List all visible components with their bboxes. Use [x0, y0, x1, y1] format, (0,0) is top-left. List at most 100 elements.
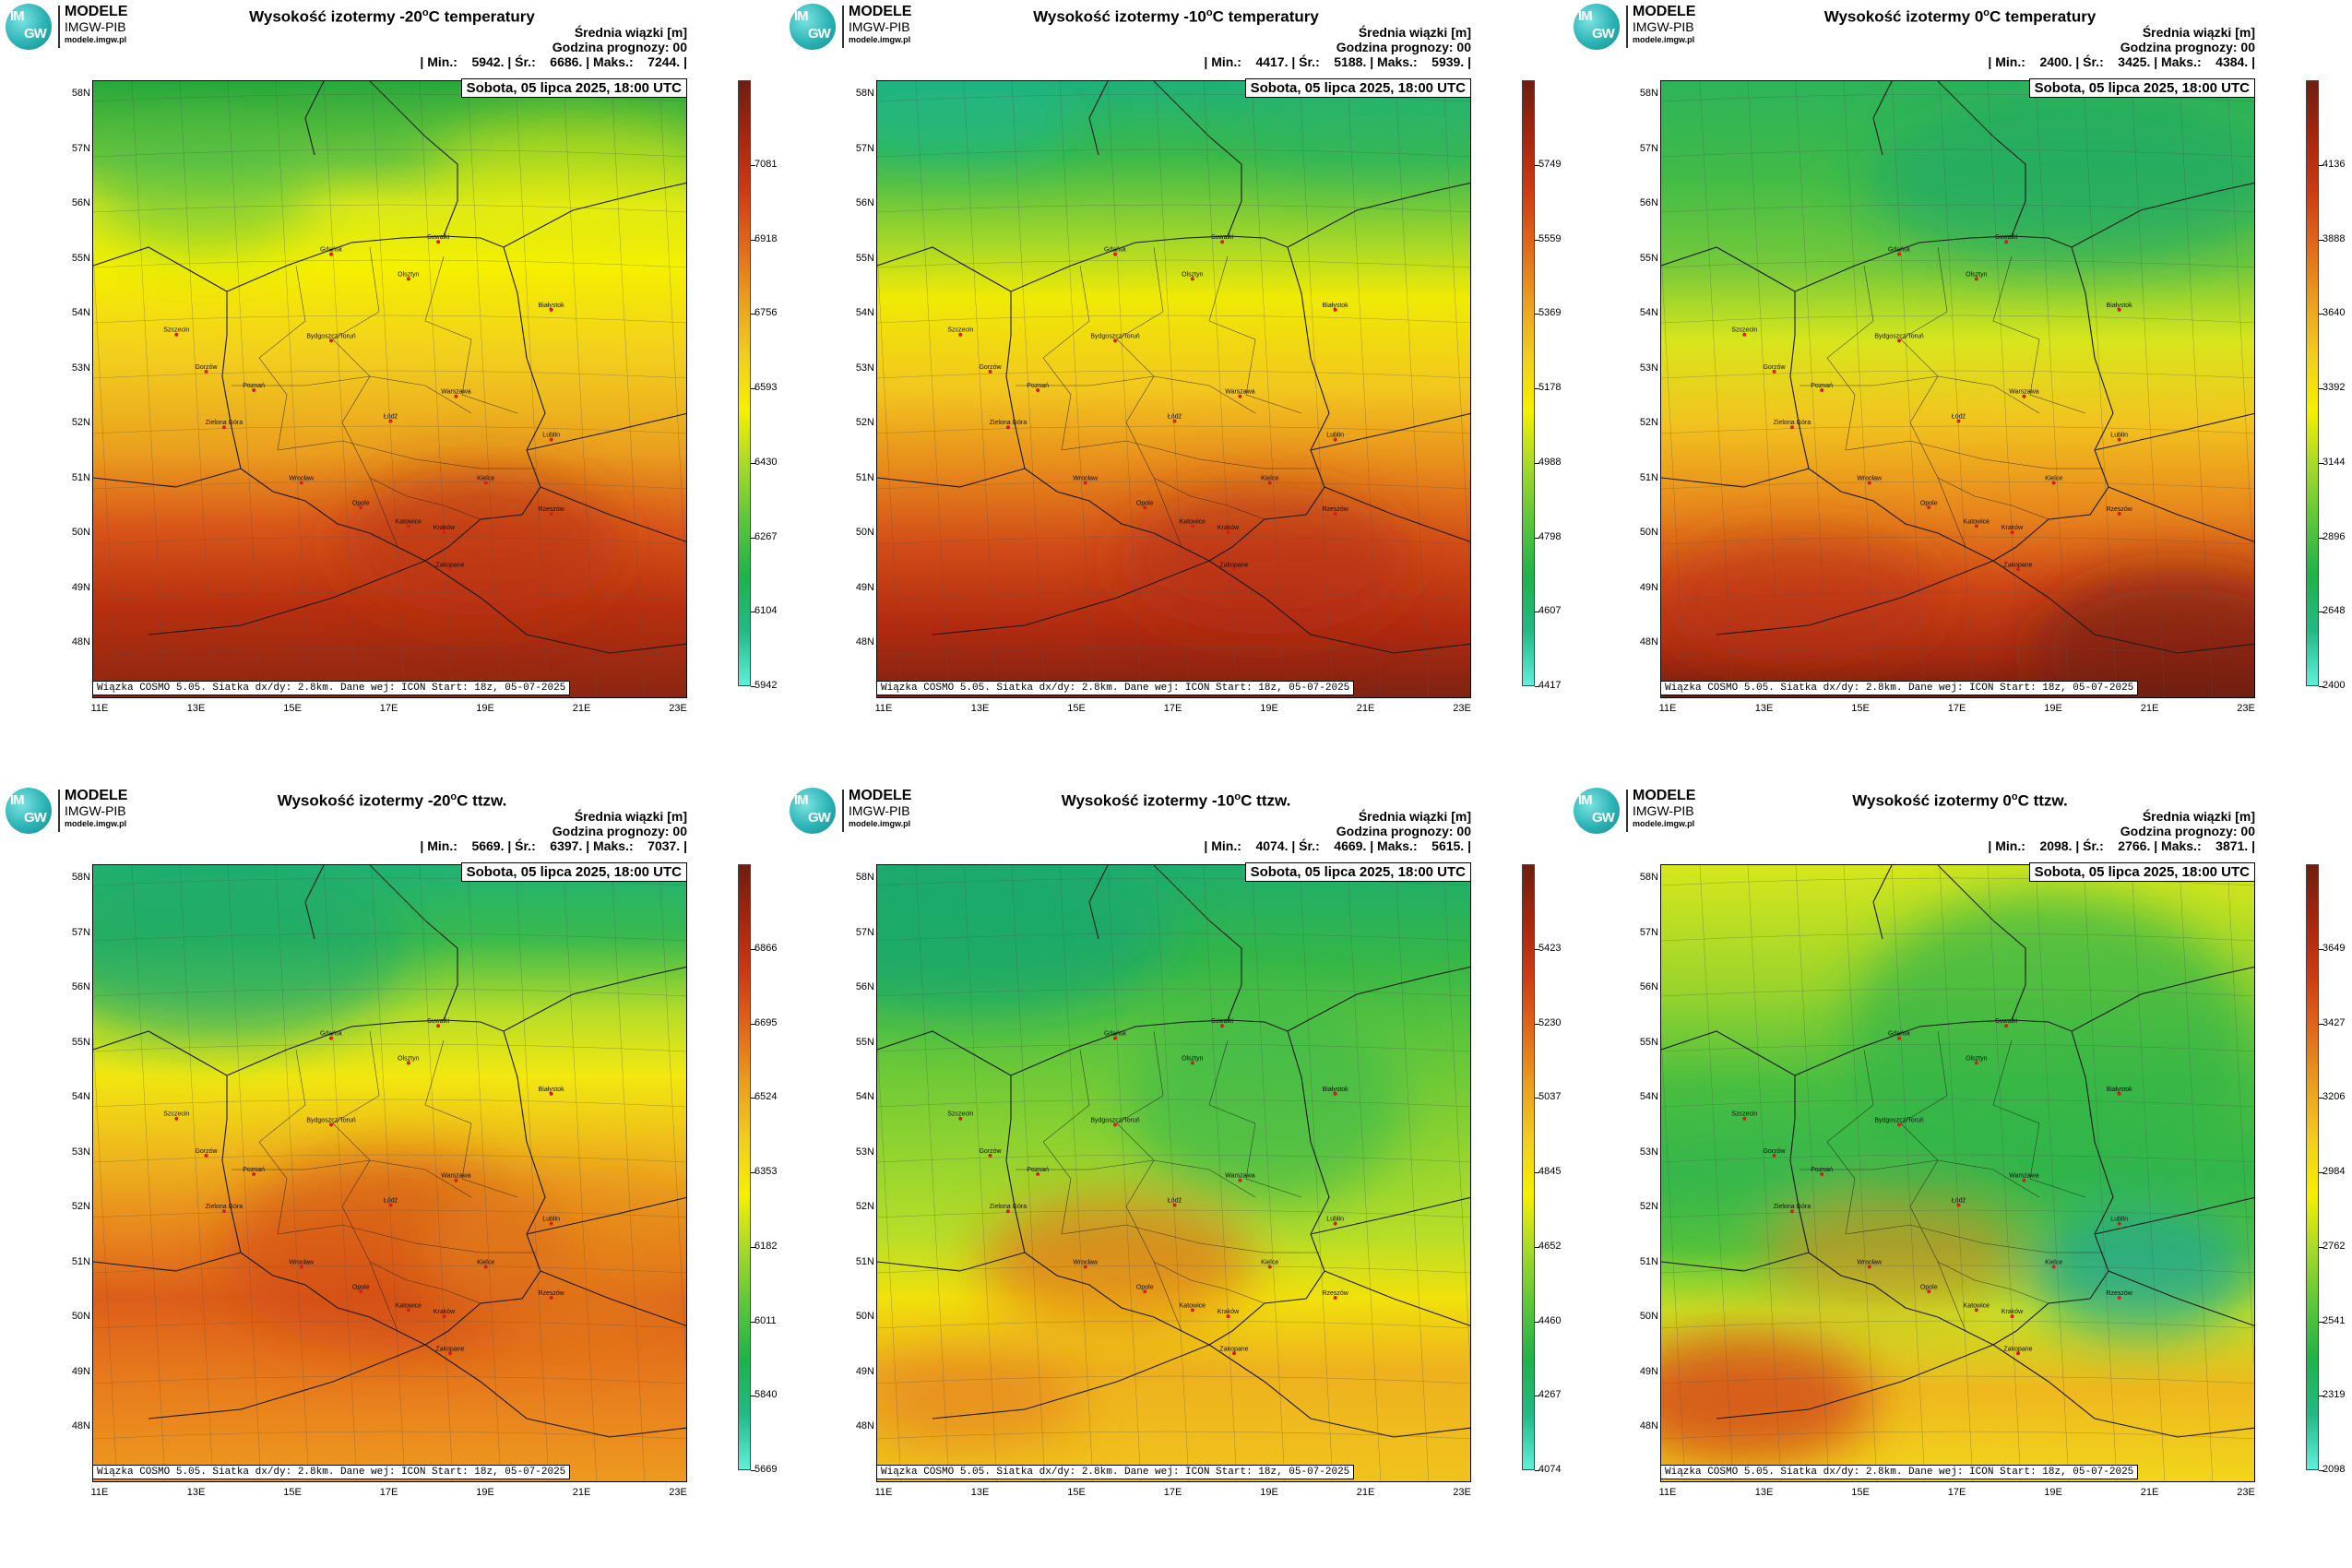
city-label: Suwałki — [1211, 234, 1234, 241]
city-dot — [549, 1221, 553, 1226]
colorbar-label: 4845 — [1538, 1166, 1562, 1178]
city-label: Katowice — [1964, 1302, 1990, 1309]
city-label: Warszawa — [2009, 1173, 2039, 1180]
city-dot — [1897, 1123, 1901, 1127]
logo-text-url: modele.imgw.pl — [849, 819, 911, 828]
city-label: Warszawa — [2009, 389, 2039, 396]
city-dot — [2004, 1024, 2009, 1028]
colorbar-tick — [2319, 949, 2323, 950]
city-dot — [359, 1289, 363, 1294]
city-label: Gorzów — [979, 364, 1002, 371]
latitude-label: 56N — [1639, 981, 1658, 992]
latitude-label: 58N — [1639, 872, 1658, 883]
logo-text-modele: MODELE — [65, 4, 128, 19]
city-label: Warszawa — [441, 389, 471, 396]
longitude-label: 23E — [2237, 1487, 2255, 1498]
logo-mark-im: IM — [794, 8, 809, 24]
field-blob-1 — [342, 469, 619, 616]
info-mean-label: Średnia wiązki [m] — [574, 25, 687, 40]
latitude-label: 49N — [855, 1365, 874, 1377]
field-blob-3 — [1661, 533, 1938, 662]
city-dot — [1113, 339, 1117, 343]
city-label: Poznań — [243, 1167, 265, 1173]
city-label: Gorzów — [195, 364, 218, 371]
city-dot — [2117, 1296, 2121, 1300]
city-dot — [1226, 1314, 1230, 1319]
city-label: Bydgoszcz/Toruń — [1874, 333, 1923, 339]
title-text: Wysokość izotermy -10 — [1033, 7, 1206, 26]
city-dot — [1742, 332, 1747, 337]
latitude-label: 52N — [71, 417, 90, 428]
info-mean-label: Średnia wiązki [m] — [2142, 809, 2255, 824]
colorbar-label: 5178 — [1538, 382, 1562, 394]
city-dot — [299, 481, 303, 485]
info-block: Średnia wiązki [m] Godzina prognozy: 00 | … — [420, 25, 687, 69]
voivodeship-borders — [1800, 246, 2104, 548]
latitude-label: 53N — [71, 1146, 90, 1158]
voivodeship-borders — [1016, 1030, 1320, 1332]
colorbar-tick — [1535, 686, 1539, 687]
longitude-label: 21E — [1356, 703, 1375, 714]
model-footer: Wiązka COSMO 5.05. Siatka dx/dy: 2.8km. … — [876, 681, 1355, 695]
field-variation — [877, 865, 1403, 1446]
info-stats: | Min.: 5669. | Śr.: 6397. | Maks.: 7037… — [420, 838, 687, 853]
city-dot — [1789, 425, 1794, 430]
field-blob-3 — [93, 137, 315, 247]
latitude-label: 51N — [71, 1255, 90, 1267]
map-svg: Gdańsk Suwałki Olsztyn Białystok Szczecin Byd… — [93, 865, 686, 1481]
latitude-label: 58N — [71, 88, 90, 99]
latitude-label: 51N — [855, 471, 874, 483]
logo-text-imgw: IMGW-PIB — [1633, 803, 1694, 818]
city-dot — [2016, 1351, 2020, 1356]
latitude-label: 53N — [71, 362, 90, 374]
colorbar-label: 6524 — [754, 1091, 778, 1103]
city-label: Olsztyn — [1966, 1055, 1987, 1062]
logo-divider — [1626, 790, 1628, 832]
city-label: Bydgoszcz/Toruń — [306, 1117, 355, 1123]
logo-text-modele: MODELE — [849, 788, 912, 803]
field-blob-4 — [877, 1354, 1080, 1446]
colorbar-label: 5037 — [1538, 1091, 1562, 1103]
longitude-label: 15E — [1851, 703, 1870, 714]
forecast-date: Sobota, 05 lipca 2025, 18:00 UTC — [1244, 862, 1471, 882]
longitude-label: 13E — [1754, 1487, 1774, 1498]
logo-mark-gw: GW — [808, 26, 831, 42]
city-label: Łódź — [1952, 1198, 1966, 1205]
city-label: Kraków — [2002, 525, 2024, 531]
longitude-label: 21E — [572, 703, 591, 714]
map-svg: Gdańsk Suwałki Olsztyn Białystok Szczecin Byd… — [1661, 865, 2254, 1481]
title-text-suffix: C temperatury — [428, 7, 535, 26]
city-label: Kielce — [2045, 1260, 2062, 1266]
city-dot — [442, 1314, 446, 1319]
city-label: Bydgoszcz/Toruń — [1090, 333, 1139, 339]
longitude-label: 11E — [1658, 1487, 1677, 1498]
imgw-logo-mark — [1574, 788, 1620, 834]
city-dot — [448, 567, 452, 572]
title-text: Wysokość izotermy 0 — [1852, 791, 2012, 810]
city-label: Lublin — [1326, 433, 1344, 439]
colorbar-label: 6593 — [754, 382, 778, 394]
colorbar-label: 5559 — [1538, 232, 1562, 244]
map-svg: Gdańsk Suwałki Olsztyn Białystok Szczecin Byd… — [877, 81, 1470, 697]
city-label: Olsztyn — [398, 1055, 419, 1062]
city-label: Opole — [1136, 500, 1154, 506]
map-area: Gdańsk Suwałki Olsztyn Białystok Szczecin Byd… — [876, 80, 1471, 698]
colorbar-label: 4652 — [1538, 1240, 1562, 1252]
map-panel-1: IM GW MODELE IMGW-PIB modele.imgw.pl Wysokość… — [0, 0, 784, 784]
colorbar-label: 2400 — [2322, 680, 2346, 691]
city-dot — [2022, 1178, 2026, 1182]
city-dot — [1232, 567, 1236, 572]
colorbar-tick — [2319, 1470, 2323, 1471]
latitude-label: 51N — [855, 1255, 874, 1267]
colorbar-tick — [751, 1470, 755, 1471]
city-dot — [454, 394, 458, 398]
city-dot — [329, 252, 333, 256]
city-dot — [2117, 437, 2121, 442]
colorbar-tick — [751, 1246, 755, 1248]
city-label: Poznań — [1027, 383, 1049, 389]
colorbar-tick — [1535, 1098, 1539, 1099]
latitude-label: 49N — [71, 1365, 90, 1377]
city-dot — [329, 339, 333, 343]
city-label: Wrocław — [289, 476, 315, 482]
city-label: Olsztyn — [1182, 1055, 1203, 1062]
